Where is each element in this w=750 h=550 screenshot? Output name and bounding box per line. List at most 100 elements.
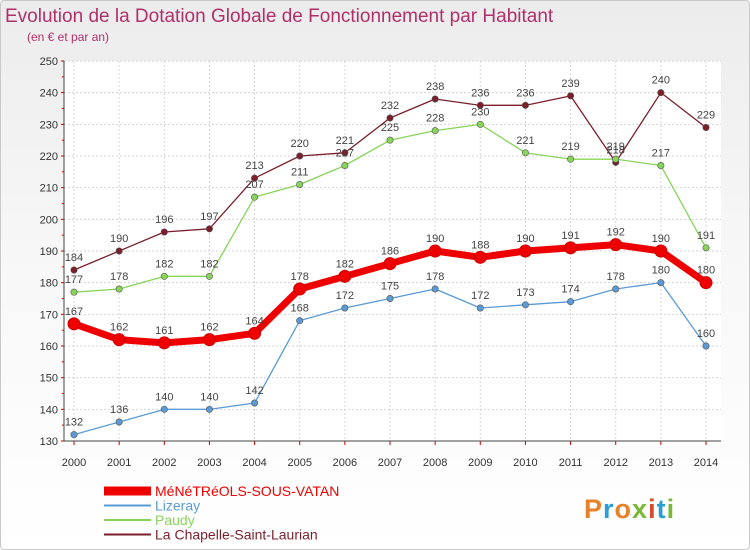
data-label: 182: [155, 258, 173, 270]
data-label: 232: [381, 100, 399, 112]
x-tick-label: 2011: [559, 457, 583, 469]
data-point: [476, 101, 484, 109]
data-label: 178: [110, 271, 128, 283]
data-label: 167: [65, 306, 83, 318]
data-label: 136: [110, 404, 128, 416]
data-label: 219: [561, 141, 579, 153]
data-label: 178: [291, 271, 309, 283]
legend-label: La Chapelle-Saint-Laurian: [155, 527, 318, 543]
y-tick-label: 210: [40, 183, 58, 195]
data-label: 174: [561, 284, 579, 296]
data-point: [431, 127, 439, 135]
data-label: 132: [65, 417, 83, 429]
logo-letter: r: [603, 494, 615, 524]
logo-letter: i: [667, 494, 676, 524]
data-point: [702, 342, 710, 350]
data-point: [115, 285, 123, 293]
data-point: [341, 304, 349, 312]
data-label: 211: [291, 167, 309, 179]
data-label: 173: [516, 287, 534, 299]
logo-letter: o: [615, 494, 633, 524]
data-point: [202, 333, 216, 347]
data-point: [160, 228, 168, 236]
legend-label: Paudy: [155, 512, 195, 528]
y-tick-label: 160: [40, 341, 58, 353]
data-label: 162: [200, 322, 218, 334]
data-point: [251, 193, 259, 201]
y-tick-label: 150: [40, 373, 58, 385]
logo-letter: t: [657, 494, 667, 524]
data-point: [157, 336, 171, 350]
data-point: [341, 162, 349, 170]
legend-label: MéNéTRéOLS-SOUS-VATAN: [155, 483, 339, 499]
data-label: 218: [607, 144, 625, 156]
data-point: [431, 95, 439, 103]
x-tick-label: 2002: [152, 457, 176, 469]
data-label: 178: [607, 271, 625, 283]
data-label: 186: [381, 246, 399, 258]
y-tick-label: 250: [40, 56, 58, 68]
x-tick-label: 2014: [694, 457, 718, 469]
data-point: [296, 317, 304, 325]
data-label: 217: [336, 148, 354, 160]
data-point: [386, 294, 394, 302]
data-label: 239: [561, 78, 579, 90]
data-label: 191: [561, 230, 579, 242]
proxiti-logo: Proxiti: [584, 494, 676, 524]
x-tick-label: 2006: [333, 457, 357, 469]
data-point: [567, 155, 575, 163]
data-point: [609, 238, 623, 252]
y-tick-label: 220: [40, 151, 58, 163]
data-label: 178: [426, 271, 444, 283]
logo-letter: i: [648, 494, 657, 524]
data-label: 221: [336, 135, 354, 147]
data-point: [205, 405, 213, 413]
data-point: [657, 162, 665, 170]
data-point: [115, 247, 123, 255]
data-point: [296, 152, 304, 160]
data-label: 172: [471, 290, 489, 302]
data-point: [251, 399, 259, 407]
data-point: [67, 317, 81, 331]
data-label: 142: [245, 385, 263, 397]
data-label: 213: [245, 160, 263, 172]
data-point: [518, 244, 532, 258]
data-label: 228: [426, 113, 444, 125]
data-label: 229: [697, 110, 715, 122]
series-group: [67, 89, 713, 439]
data-point: [612, 155, 620, 163]
data-label: 184: [65, 252, 83, 264]
chart-subtitle: (en € et par an): [27, 30, 109, 44]
data-point: [205, 272, 213, 280]
data-point: [112, 333, 126, 347]
data-point: [428, 244, 442, 258]
data-point: [431, 285, 439, 293]
data-point: [521, 149, 529, 157]
logo-letter: P: [584, 494, 603, 524]
data-point: [699, 276, 713, 290]
data-label: 175: [381, 281, 399, 293]
data-label: 188: [471, 239, 489, 251]
x-tick-label: 2008: [423, 457, 447, 469]
data-label: 197: [200, 211, 218, 223]
data-label: 160: [697, 328, 715, 340]
data-point: [338, 269, 352, 283]
data-label: 219: [607, 141, 625, 153]
data-label: 220: [291, 138, 309, 150]
data-point: [115, 418, 123, 426]
data-label: 164: [245, 315, 263, 327]
x-tick-label: 2005: [287, 457, 311, 469]
data-point: [702, 244, 710, 252]
chart-title: Evolution de la Dotation Globale de Fonc…: [5, 6, 554, 27]
data-point: [473, 250, 487, 264]
data-label: 191: [697, 230, 715, 242]
x-tick-label: 2010: [513, 457, 537, 469]
y-tick-label: 200: [40, 214, 58, 226]
data-point: [293, 282, 307, 296]
x-tick-label: 2003: [197, 457, 221, 469]
data-point: [521, 101, 529, 109]
data-label: 221: [516, 135, 534, 147]
